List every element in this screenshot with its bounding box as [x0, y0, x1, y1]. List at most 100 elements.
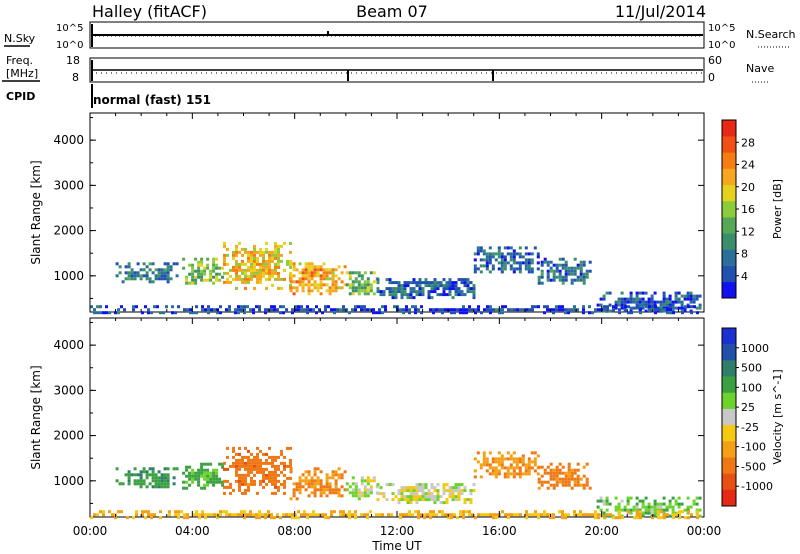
velocity-cell [476, 460, 480, 464]
power-cell [304, 274, 308, 278]
velocity-cell [313, 485, 317, 489]
power-cell [457, 290, 461, 294]
power-cell [215, 263, 219, 267]
power-cell [441, 311, 444, 315]
velocity-cell [321, 513, 324, 517]
velocity-cell [614, 505, 618, 509]
velocity-cell [188, 471, 192, 475]
power-cell [102, 311, 105, 315]
power-cell [194, 278, 198, 282]
velocity-cell [319, 494, 323, 498]
power-cell [666, 311, 669, 315]
velocity-cell [427, 489, 431, 493]
velocity-cell [319, 491, 323, 495]
power-cell [139, 277, 143, 281]
velocity-cell [212, 483, 216, 487]
power-cell [576, 275, 580, 279]
velocity-cell [238, 479, 241, 483]
velocity-cell [558, 480, 562, 484]
velocity-cell [145, 470, 149, 474]
velocity-cell [163, 473, 167, 477]
power-cell [512, 270, 516, 274]
power-cell [223, 253, 226, 257]
power-cell [319, 280, 323, 284]
velocity-cell [313, 494, 317, 498]
velocity-cell [283, 485, 286, 489]
power-cell [567, 266, 571, 270]
power-cell [93, 308, 96, 312]
power-cell [438, 308, 441, 312]
velocity-cell [469, 489, 473, 493]
power-cell [588, 269, 592, 273]
power-cell [624, 305, 627, 309]
velocity-cell [363, 488, 367, 492]
power-cell [244, 277, 247, 281]
power-cell [226, 262, 229, 266]
velocity-cell [597, 513, 600, 517]
power-cell [234, 308, 237, 312]
power-cell [614, 306, 618, 310]
power-cell [136, 262, 140, 266]
power-cell [549, 278, 553, 282]
velocity-cell [394, 495, 398, 499]
power-cell [174, 311, 177, 315]
power-cell [316, 274, 320, 278]
velocity-cell [276, 513, 279, 517]
power-cell [558, 257, 562, 261]
power-cell [479, 270, 483, 274]
power-cell [459, 311, 462, 315]
velocity-cell [280, 470, 283, 474]
velocity-cell [433, 495, 437, 499]
velocity-cell [322, 485, 326, 489]
velocity-cell [567, 468, 571, 472]
power-cell [273, 305, 276, 309]
power-cell [669, 311, 672, 315]
velocity-cell [665, 508, 669, 512]
power-cell [400, 293, 404, 297]
power-cell [223, 244, 226, 248]
velocity-cell [564, 480, 568, 484]
power-cell [319, 292, 323, 296]
velocity-cell [270, 516, 273, 520]
power-cell [324, 305, 327, 309]
velocity-cell [618, 513, 621, 517]
noise-tick-top: 10^5 [56, 23, 83, 34]
power-cell [363, 289, 367, 293]
velocity-cell [570, 486, 574, 490]
velocity-cell [120, 510, 123, 514]
velocity-cell [273, 516, 276, 520]
velocity-cell [448, 495, 452, 499]
power-cell [96, 305, 99, 309]
power-cell [194, 269, 198, 273]
velocity-cell [225, 513, 228, 517]
power-cell [221, 266, 225, 270]
velocity-cell [243, 510, 246, 514]
power-cell [564, 311, 567, 315]
power-cell [384, 308, 387, 312]
power-cell [623, 309, 627, 313]
velocity-cell [307, 494, 311, 498]
power-cell [485, 261, 489, 265]
power-cell [497, 249, 501, 253]
velocity-cell [453, 513, 456, 517]
velocity-cell [530, 451, 534, 455]
power-cell [567, 308, 570, 312]
velocity-cell [503, 472, 507, 476]
power-cell [433, 290, 437, 294]
beam-title: Beam 07 [356, 2, 428, 21]
velocity-cell [271, 464, 274, 468]
power-cell [191, 278, 195, 282]
velocity-cell [90, 516, 93, 520]
power-cell [665, 306, 669, 310]
power-cell [573, 278, 577, 282]
power-cell [648, 305, 651, 309]
power-cell [573, 266, 577, 270]
power-cell [307, 283, 311, 287]
velocity-cell [354, 494, 358, 498]
velocity-cell [423, 516, 426, 520]
power-cell [298, 262, 302, 266]
velocity-cell [253, 467, 256, 471]
velocity-cell [270, 513, 273, 517]
velocity-blob-8 [596, 496, 702, 518]
power-cell [166, 280, 170, 284]
